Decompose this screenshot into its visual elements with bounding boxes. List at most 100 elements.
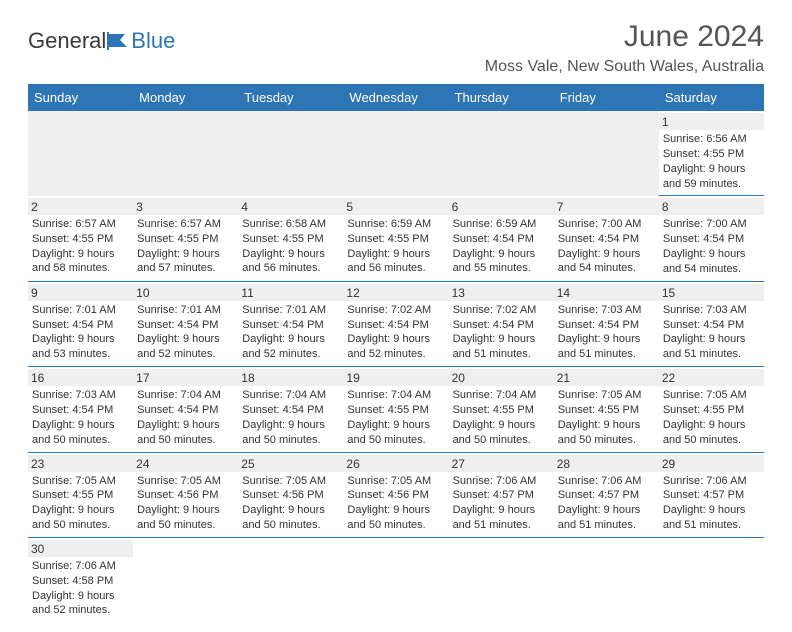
sunset-line: Sunset: 4:54 PM xyxy=(663,233,744,245)
empty-cell xyxy=(238,111,343,196)
week-row: 23Sunrise: 7:05 AMSunset: 4:55 PMDayligh… xyxy=(28,452,764,537)
title-block: June 2024 Moss Vale, New South Wales, Au… xyxy=(485,20,764,76)
day-info: Sunrise: 7:03 AMSunset: 4:54 PMDaylight:… xyxy=(32,388,129,447)
sunrise-line: Sunrise: 7:04 AM xyxy=(347,389,431,401)
sunrise-line: Sunrise: 7:06 AM xyxy=(32,560,116,572)
day-header: Thursday xyxy=(449,84,554,111)
sunrise-line: Sunrise: 7:04 AM xyxy=(453,389,537,401)
location: Moss Vale, New South Wales, Australia xyxy=(485,58,764,76)
daylight-line: Daylight: 9 hours and 51 minutes. xyxy=(663,333,746,360)
day-info: Sunrise: 7:04 AMSunset: 4:54 PMDaylight:… xyxy=(137,388,234,447)
daylight-line: Daylight: 9 hours and 52 minutes. xyxy=(137,333,220,360)
sunset-line: Sunset: 4:55 PM xyxy=(663,404,744,416)
day-info: Sunrise: 7:03 AMSunset: 4:54 PMDaylight:… xyxy=(663,303,760,362)
sunrise-line: Sunrise: 7:05 AM xyxy=(32,475,116,487)
sunset-line: Sunset: 4:56 PM xyxy=(137,489,218,501)
empty-cell xyxy=(554,111,659,196)
sunrise-line: Sunrise: 7:02 AM xyxy=(347,304,431,316)
daylight-line: Daylight: 9 hours and 50 minutes. xyxy=(453,419,536,446)
day-cell: 11Sunrise: 7:01 AMSunset: 4:54 PMDayligh… xyxy=(238,281,343,366)
sunset-line: Sunset: 4:55 PM xyxy=(347,233,428,245)
day-cell: 30 Sunrise: 7:06 AMSunset: 4:58 PMDayligh… xyxy=(28,537,133,622)
sunrise-line: Sunrise: 7:00 AM xyxy=(558,218,642,230)
sunrise-line: Sunrise: 7:06 AM xyxy=(558,475,642,487)
day-header: Saturday xyxy=(659,84,764,111)
empty-cell xyxy=(449,537,554,622)
day-header: Wednesday xyxy=(343,84,448,111)
sunset-line: Sunset: 4:54 PM xyxy=(32,404,113,416)
day-cell: 20Sunrise: 7:04 AMSunset: 4:55 PMDayligh… xyxy=(449,367,554,452)
sunset-line: Sunset: 4:55 PM xyxy=(663,148,744,160)
sunset-line: Sunset: 4:55 PM xyxy=(242,233,323,245)
daylight-line: Daylight: 9 hours and 54 minutes. xyxy=(558,248,641,275)
sunrise-line: Sunrise: 7:06 AM xyxy=(663,475,747,487)
sunset-line: Sunset: 4:54 PM xyxy=(242,404,323,416)
day-cell: 14Sunrise: 7:03 AMSunset: 4:54 PMDayligh… xyxy=(554,281,659,366)
day-number: 2 xyxy=(28,198,133,215)
week-row: 1Sunrise: 6:56 AMSunset: 4:55 PMDaylight… xyxy=(28,111,764,196)
day-cell: 19Sunrise: 7:04 AMSunset: 4:55 PMDayligh… xyxy=(343,367,448,452)
calendar-page: General Blue June 2024 Moss Vale, New So… xyxy=(0,0,792,632)
logo-text-blue: Blue xyxy=(131,28,175,54)
day-cell: 3Sunrise: 6:57 AMSunset: 4:55 PMDaylight… xyxy=(133,196,238,281)
day-info: Sunrise: 7:05 AMSunset: 4:55 PMDaylight:… xyxy=(32,474,129,533)
day-cell: 2Sunrise: 6:57 AMSunset: 4:55 PMDaylight… xyxy=(28,196,133,281)
daylight-line: Daylight: 9 hours and 50 minutes. xyxy=(242,504,325,531)
sunset-line: Sunset: 4:54 PM xyxy=(453,233,534,245)
sunset-line: Sunset: 4:57 PM xyxy=(453,489,534,501)
daylight-line: Daylight: 9 hours and 51 minutes. xyxy=(453,504,536,531)
day-cell: 4Sunrise: 6:58 AMSunset: 4:55 PMDaylight… xyxy=(238,196,343,281)
day-cell: 22Sunrise: 7:05 AMSunset: 4:55 PMDayligh… xyxy=(659,367,764,452)
day-cell: 1Sunrise: 6:56 AMSunset: 4:55 PMDaylight… xyxy=(659,111,764,196)
day-cell: 9Sunrise: 7:01 AMSunset: 4:54 PMDaylight… xyxy=(28,281,133,366)
daylight-line: Daylight: 9 hours and 50 minutes. xyxy=(558,419,641,446)
day-info: Sunrise: 7:06 AMSunset: 4:57 PMDaylight:… xyxy=(663,474,760,533)
day-cell: 27Sunrise: 7:06 AMSunset: 4:57 PMDayligh… xyxy=(449,452,554,537)
day-cell: 15 Sunrise: 7:03 AMSunset: 4:54 PMDayligh… xyxy=(659,281,764,366)
empty-cell xyxy=(238,537,343,622)
day-number: 26 xyxy=(343,455,448,472)
day-info: Sunrise: 7:06 AMSunset: 4:58 PMDaylight:… xyxy=(32,559,129,618)
daylight-line: Daylight: 9 hours and 51 minutes. xyxy=(558,333,641,360)
sunrise-line: Sunrise: 6:59 AM xyxy=(453,218,537,230)
empty-cell xyxy=(133,537,238,622)
day-number: 30 xyxy=(28,540,133,557)
sunset-line: Sunset: 4:56 PM xyxy=(347,489,428,501)
daylight-line: Daylight: 9 hours and 51 minutes. xyxy=(453,333,536,360)
day-cell: 5Sunrise: 6:59 AMSunset: 4:55 PMDaylight… xyxy=(343,196,448,281)
day-number: 6 xyxy=(449,198,554,215)
day-cell: 29Sunrise: 7:06 AMSunset: 4:57 PMDayligh… xyxy=(659,452,764,537)
sunrise-line: Sunrise: 7:05 AM xyxy=(663,389,747,401)
day-info: Sunrise: 6:58 AMSunset: 4:55 PMDaylight:… xyxy=(242,217,339,276)
day-info: Sunrise: 7:05 AMSunset: 4:56 PMDaylight:… xyxy=(242,474,339,533)
header: General Blue June 2024 Moss Vale, New So… xyxy=(28,20,764,76)
sunrise-line: Sunrise: 7:00 AM xyxy=(663,218,747,230)
day-number: 19 xyxy=(343,369,448,386)
day-number: 24 xyxy=(133,455,238,472)
sunrise-line: Sunrise: 7:02 AM xyxy=(453,304,537,316)
day-cell: 17Sunrise: 7:04 AMSunset: 4:54 PMDayligh… xyxy=(133,367,238,452)
day-number: 3 xyxy=(133,198,238,215)
day-cell: 12Sunrise: 7:02 AMSunset: 4:54 PMDayligh… xyxy=(343,281,448,366)
day-number: 15 xyxy=(659,284,764,301)
day-number: 18 xyxy=(238,369,343,386)
sunset-line: Sunset: 4:54 PM xyxy=(347,319,428,331)
sunset-line: Sunset: 4:55 PM xyxy=(558,404,639,416)
daylight-line: Daylight: 9 hours and 52 minutes. xyxy=(32,590,115,617)
week-row: 16Sunrise: 7:03 AMSunset: 4:54 PMDayligh… xyxy=(28,367,764,452)
daylight-line: Daylight: 9 hours and 50 minutes. xyxy=(137,504,220,531)
month-title: June 2024 xyxy=(485,20,764,54)
sunset-line: Sunset: 4:55 PM xyxy=(453,404,534,416)
sunrise-line: Sunrise: 7:01 AM xyxy=(32,304,116,316)
sunrise-line: Sunrise: 7:03 AM xyxy=(663,304,747,316)
day-number: 13 xyxy=(449,284,554,301)
day-cell: 24Sunrise: 7:05 AMSunset: 4:56 PMDayligh… xyxy=(133,452,238,537)
day-header: Tuesday xyxy=(238,84,343,111)
day-info: Sunrise: 7:03 AMSunset: 4:54 PMDaylight:… xyxy=(558,303,655,362)
calendar-body: 1Sunrise: 6:56 AMSunset: 4:55 PMDaylight… xyxy=(28,111,764,622)
sunrise-line: Sunrise: 7:04 AM xyxy=(137,389,221,401)
logo: General Blue xyxy=(28,28,175,54)
sunrise-line: Sunrise: 7:04 AM xyxy=(242,389,326,401)
daylight-line: Daylight: 9 hours and 53 minutes. xyxy=(32,333,115,360)
sunset-line: Sunset: 4:54 PM xyxy=(558,319,639,331)
